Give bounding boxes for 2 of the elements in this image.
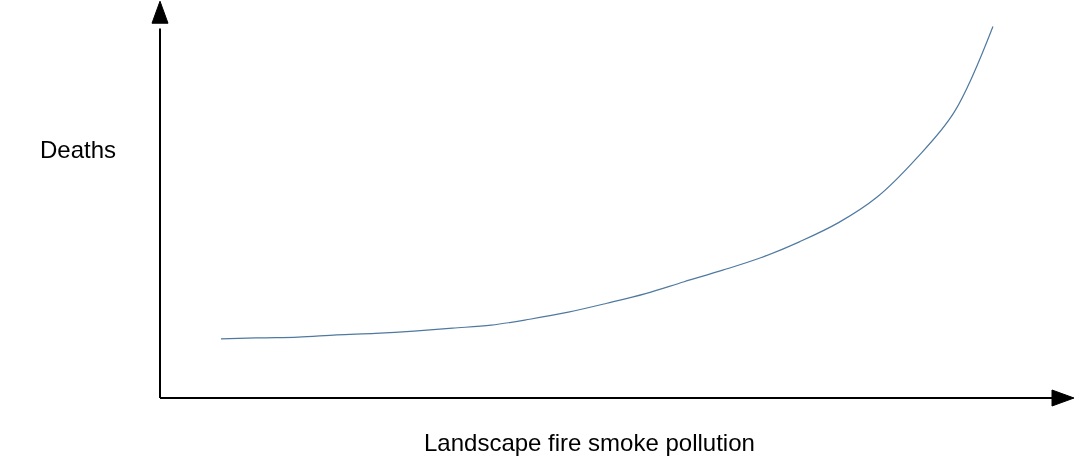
x-axis-title: Landscape fire smoke pollution: [424, 429, 755, 456]
y-axis-title: Deaths: [40, 136, 117, 163]
